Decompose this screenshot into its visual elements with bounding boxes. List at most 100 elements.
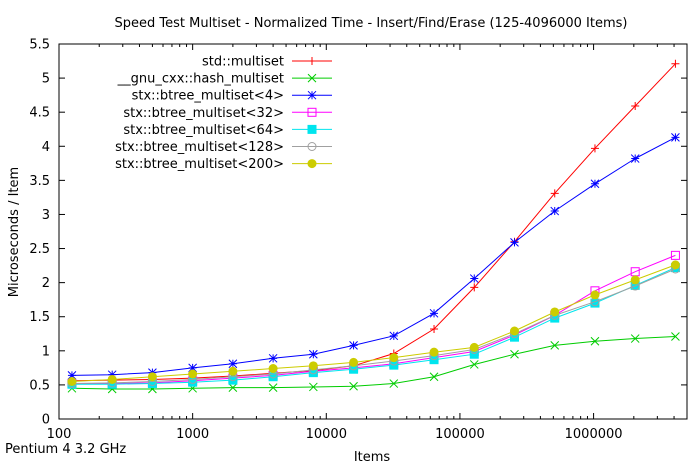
data-point (550, 341, 560, 350)
data-point (268, 353, 278, 363)
y-tick-label: 4 (42, 140, 50, 155)
x-tick-label: 10000 (306, 427, 347, 442)
y-tick-label: 0 (42, 413, 50, 428)
x-tick-label: 1000 (176, 427, 209, 442)
x-tick-label: 100 (47, 427, 72, 442)
y-tick-label: 1.5 (29, 310, 50, 325)
data-point (630, 275, 640, 285)
data-point (429, 308, 439, 318)
series-5 (67, 264, 680, 389)
data-point (188, 369, 198, 379)
data-point (631, 102, 640, 111)
legend-swatch-marker (307, 73, 317, 83)
x-tick-label: 1000000 (565, 427, 623, 442)
data-point (349, 381, 358, 391)
series-line (72, 254, 676, 384)
data-point (550, 206, 560, 216)
data-point (228, 383, 238, 392)
data-point (429, 372, 439, 382)
axes: 0 0.5 1 1.5 2 2.5 3 3.5 4 4.5 5 5.5 100 1000 10000 1000… (29, 38, 688, 442)
y-tick-label: 0.5 (29, 378, 50, 393)
data-point (430, 325, 439, 333)
series-line (71, 136, 676, 376)
legend-swatch-marker (308, 57, 316, 65)
y-axis-label: Microseconds / Item (7, 167, 22, 297)
data-point (67, 377, 77, 386)
legend-label: stx::btree_multiset<200> (115, 157, 284, 172)
data-point (670, 250, 680, 260)
data-point (469, 360, 479, 369)
data-point (349, 341, 358, 350)
legend-label: stx::btree_multiset<64> (123, 123, 284, 138)
series-6 (67, 260, 680, 386)
legend-label: stx::btree_multiset<128> (115, 140, 284, 155)
data-point (510, 349, 519, 359)
legend-label: std::multiset (202, 55, 284, 70)
series-4 (67, 263, 680, 389)
data-point (671, 133, 680, 142)
data-point (389, 379, 399, 388)
plot-frame (58, 43, 688, 420)
data-point (67, 371, 77, 380)
data-point (268, 383, 278, 392)
series-line (71, 264, 676, 382)
legend-swatch-marker (307, 124, 317, 134)
data-point (308, 382, 318, 392)
legend-entry: stx::btree_multiset<64> (123, 123, 332, 138)
data-point (268, 364, 278, 374)
data-point (107, 374, 117, 384)
series-line (72, 267, 676, 385)
data-point (389, 353, 399, 363)
data-point (349, 357, 359, 367)
y-tick-label: 4.5 (29, 106, 50, 121)
legend-swatch-marker (307, 107, 317, 117)
y-tick-label: 2 (42, 276, 50, 291)
data-point (590, 179, 600, 189)
data-point (469, 342, 479, 352)
data-point (550, 189, 559, 198)
legend-label: stx::btree_multiset<4> (132, 89, 284, 104)
x-axis-label: Items (354, 450, 391, 465)
data-point (671, 59, 680, 68)
data-point (590, 144, 599, 153)
y-tick-label: 3.5 (29, 174, 50, 189)
y-tick-label: 2.5 (29, 242, 50, 257)
data-point (308, 361, 318, 371)
data-point (228, 359, 238, 369)
series-1 (67, 332, 680, 394)
legend-entry: stx::btree_multiset<128> (115, 140, 332, 155)
legend-label: __gnu_cxx::hash_multiset (117, 72, 284, 87)
y-tick-label: 5 (42, 72, 50, 87)
data-point (429, 347, 439, 357)
legend-entry: stx::btree_multiset<32> (123, 106, 332, 121)
data-point (470, 283, 479, 292)
legend: std::multiset__gnu_cxx::hash_multisetstx… (115, 55, 332, 172)
data-point (590, 336, 600, 346)
data-point (147, 372, 157, 382)
y-tick-label: 1 (42, 344, 50, 359)
data-point (228, 375, 238, 385)
data-point (670, 260, 680, 270)
data-point (228, 366, 238, 376)
legend-entry: __gnu_cxx::hash_multiset (117, 72, 332, 87)
x-tick-label: 100000 (435, 427, 485, 442)
series-line (71, 268, 676, 384)
data-point (389, 331, 399, 341)
data-point (188, 363, 197, 373)
data-point (510, 238, 519, 247)
data-point (590, 290, 600, 300)
series-layer (67, 59, 680, 394)
legend-swatch-marker (307, 90, 317, 100)
data-point (107, 370, 117, 380)
chart-title: Speed Test Multiset - Normalized Time - … (115, 16, 628, 31)
y-tick-label: 3 (42, 208, 50, 223)
data-point (469, 274, 479, 283)
data-point (630, 334, 640, 343)
y-tick-label: 5.5 (29, 38, 50, 53)
legend-entry: stx::btree_multiset<200> (115, 157, 332, 172)
footnote: Pentium 4 3.2 GHz (5, 442, 126, 457)
data-point (550, 307, 560, 317)
legend-label: stx::btree_multiset<32> (123, 106, 284, 121)
data-point (509, 326, 519, 336)
